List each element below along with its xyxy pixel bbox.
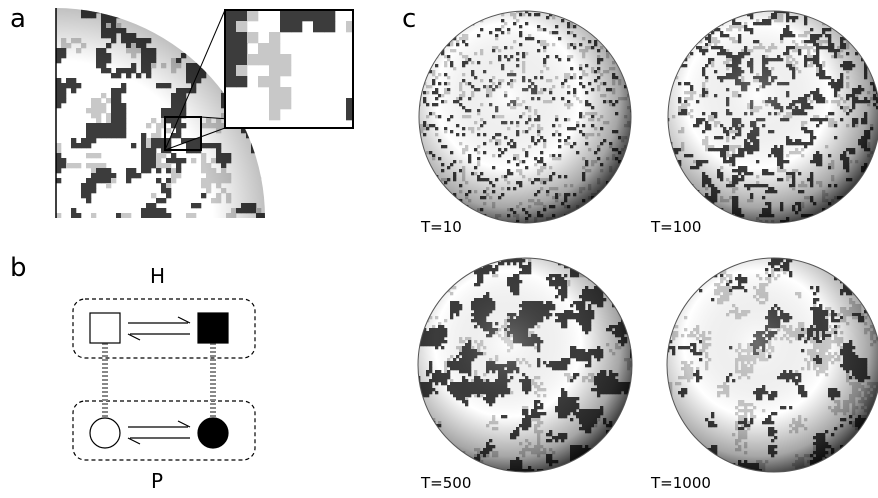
zoom-inset-frame: [224, 9, 354, 129]
time-label-t100: T=100: [651, 218, 702, 236]
sphere-t100: [666, 10, 878, 224]
filled-square-node: [197, 312, 229, 344]
open-circle-node: [89, 417, 121, 449]
time-label-t500: T=500: [421, 474, 472, 492]
schema-label-h: H: [150, 264, 166, 288]
panel-label-b: b: [10, 253, 27, 283]
zoom-connector: [164, 127, 226, 151]
sphere-t10: [417, 10, 633, 224]
zoom-inset-texture: [225, 10, 353, 128]
sphere-t500: [417, 256, 633, 474]
panel-label-a: a: [10, 4, 26, 34]
panel-label-c: c: [402, 4, 417, 34]
filled-circle-node: [197, 417, 229, 449]
open-square-node: [89, 312, 121, 344]
sphere-t1000: [666, 256, 878, 474]
time-label-t10: T=10: [421, 218, 462, 236]
zoom-connector: [164, 9, 226, 151]
zoom-box: [164, 116, 202, 151]
p-group-box: [72, 400, 256, 461]
schema-label-p: P: [151, 469, 164, 493]
p-transition-arrows: [127, 420, 191, 445]
time-label-t1000: T=1000: [651, 474, 711, 492]
h-group-box: [72, 298, 256, 359]
h-transition-arrows: [127, 316, 191, 341]
